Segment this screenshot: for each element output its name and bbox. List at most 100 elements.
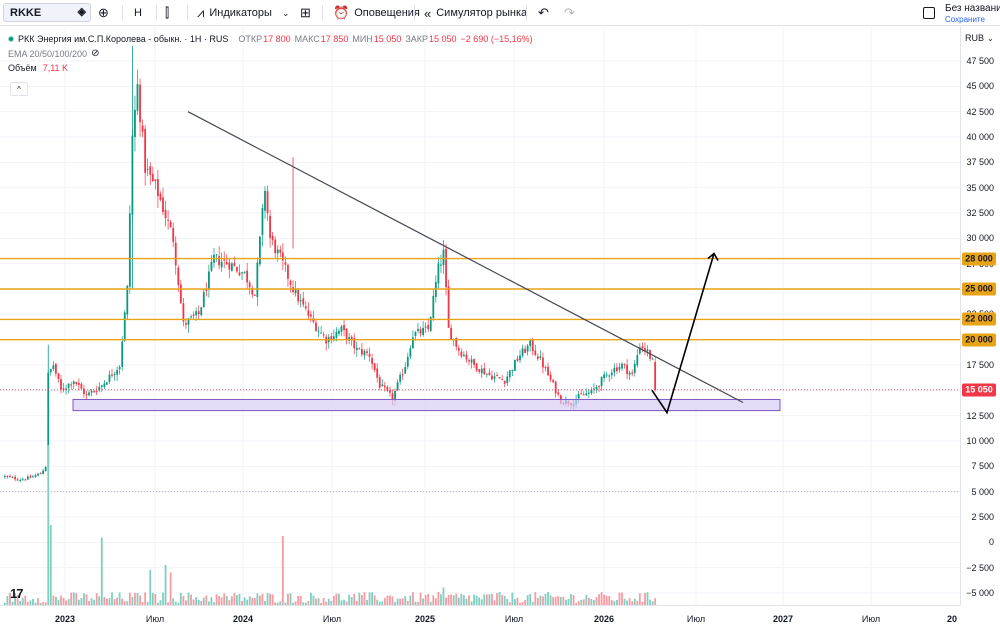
volume-bar — [118, 592, 121, 605]
volume-label[interactable]: Объём — [8, 63, 37, 73]
volume-bar — [468, 595, 470, 605]
candle-body — [315, 322, 317, 331]
candle-body — [350, 336, 353, 340]
candle-body — [246, 270, 249, 283]
undo-button[interactable]: ↶ — [538, 0, 549, 26]
layout-name-button[interactable]: Без названи Сохраните — [945, 3, 1000, 25]
price-tick: 12 500 — [966, 410, 994, 421]
indicators-icon: ⩘ — [197, 5, 205, 20]
volume-bar — [483, 594, 486, 605]
volume-bar — [646, 592, 649, 605]
time-scale[interactable]: 2023 Июл 2024 Июл 2025 Июл 2026 Июл 2027 Июл 20 — [0, 605, 960, 631]
volume-bar — [149, 570, 152, 605]
candle-body — [363, 351, 366, 356]
instrument-title[interactable]: РКК Энергия им.С.П.Королева - обыкн. · 1… — [18, 34, 229, 44]
candle-body — [256, 262, 259, 297]
candle-body — [144, 129, 147, 173]
candle-body — [470, 359, 473, 363]
volume-bar — [80, 598, 83, 605]
candle-body — [34, 475, 37, 477]
currency-selector[interactable]: RUB ⌄ — [965, 33, 994, 43]
chart-type-button[interactable]: ⫿ — [165, 0, 169, 26]
candle-body — [595, 386, 598, 390]
volume-bar — [34, 602, 37, 605]
volume-bar — [169, 572, 172, 605]
candle-body — [605, 374, 608, 376]
volume-bar — [600, 592, 603, 605]
volume-bar — [251, 597, 254, 605]
volume-bar — [220, 597, 223, 605]
price-tick: −2 500 — [966, 562, 994, 573]
layouts-button[interactable]: ⊞ — [300, 0, 311, 26]
time-tick: Июл — [322, 614, 342, 624]
volume-bar — [52, 595, 55, 605]
indicators-button[interactable]: ⩘ Индикаторы — [197, 0, 272, 26]
volume-bar — [447, 595, 450, 605]
candle-body — [358, 348, 361, 350]
volume-bar — [529, 594, 532, 605]
time-tick: 2025 — [414, 614, 436, 624]
favorite-icon[interactable]: ◈ — [77, 6, 86, 18]
volume-bar — [139, 595, 141, 605]
volume-bar — [417, 602, 419, 605]
candle-body — [394, 390, 396, 401]
price-scale[interactable]: 47 500 45 000 42 500 40 000 37 500 35 000 32 5… — [960, 27, 1000, 605]
candle-body — [600, 376, 603, 387]
candle-body — [493, 376, 496, 379]
volume-bar — [508, 602, 511, 605]
close-value: 15 050 — [429, 34, 457, 44]
volume-bar — [21, 598, 24, 605]
volume-bar — [256, 593, 259, 605]
volume-bar — [616, 599, 618, 605]
candle-body — [368, 353, 371, 357]
candle-body — [118, 366, 121, 370]
candle-body — [149, 166, 152, 175]
candle-body — [126, 285, 129, 315]
redo-button[interactable]: ↷ — [564, 0, 575, 26]
indicators-dropdown[interactable]: ⌄ — [282, 0, 290, 26]
price-tick: 0 — [988, 537, 994, 548]
volume-bar — [228, 600, 231, 605]
low-label: МИН — [352, 34, 373, 44]
volume-bar — [409, 595, 412, 605]
volume-bar — [521, 601, 524, 605]
volume-bar — [434, 598, 437, 605]
candle-body — [136, 83, 139, 111]
price-chart[interactable] — [0, 27, 960, 605]
volume-bar — [307, 600, 310, 605]
volume-value: 7,11 K — [42, 63, 69, 73]
volume-bar — [185, 600, 187, 605]
volume-bar — [14, 593, 16, 605]
chevron-down-icon: ⌄ — [282, 7, 290, 18]
candle-body — [85, 394, 88, 396]
candle-body — [445, 248, 447, 288]
candle-body — [465, 354, 468, 360]
candle-body — [236, 267, 238, 272]
alerts-button[interactable]: ⏰ Оповещения — [333, 0, 420, 26]
candle-body — [159, 193, 162, 200]
volume-bar — [144, 592, 147, 605]
replay-button[interactable]: « Симулятор рынка — [424, 0, 527, 26]
symbol-search[interactable]: RKKE ◈ — [3, 3, 91, 22]
eye-crossed-icon[interactable]: ⊘ — [91, 48, 100, 59]
layout-checkbox[interactable] — [923, 0, 935, 26]
volume-bar — [29, 600, 32, 605]
candle-body — [457, 347, 460, 351]
volume-bar — [452, 595, 455, 605]
candle-body — [218, 256, 220, 266]
volume-bar — [593, 600, 595, 605]
ema-indicator-label[interactable]: EMA 20/50/100/200 — [8, 48, 88, 59]
interval-button[interactable]: Н — [134, 0, 142, 26]
candle-body — [172, 227, 175, 242]
volume-bar — [246, 599, 249, 605]
tradingview-logo-icon[interactable]: 17 — [10, 586, 24, 601]
volume-bar — [174, 601, 177, 605]
volume-bar — [236, 595, 238, 605]
candle-body — [14, 476, 16, 480]
price-tick: 30 000 — [966, 233, 994, 244]
candle-body — [473, 359, 475, 365]
compare-button[interactable]: ⊕ — [98, 0, 109, 26]
candle-body — [508, 370, 511, 378]
legend-collapse-button[interactable]: ^ — [10, 82, 28, 96]
candle-body — [483, 368, 486, 375]
